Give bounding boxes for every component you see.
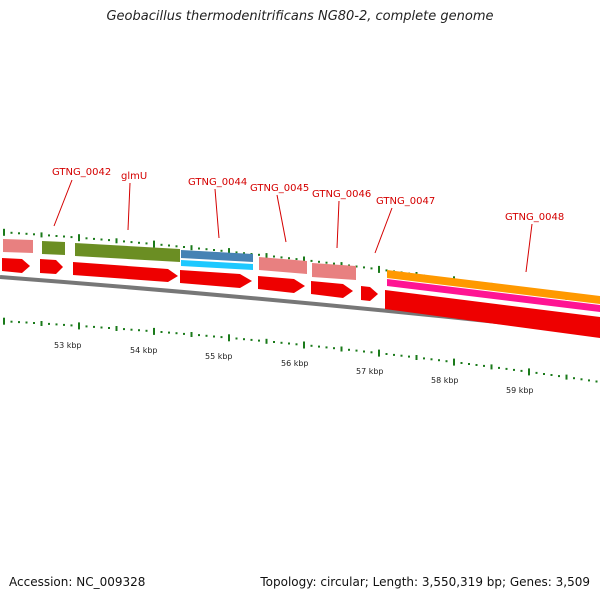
feature-bar-lightblue [181, 260, 253, 270]
scale-labels: 53 kbp 54 kbp 55 kbp 56 kbp 57 kbp 58 kb… [54, 341, 534, 395]
cds-track [2, 258, 600, 338]
leader-line [374, 207, 393, 254]
gene-label-gtng-0045: GTNG_0045 [250, 183, 309, 194]
scale-label-57kbp: 57 kbp [356, 367, 384, 376]
inner-tick-ring [3, 317, 598, 383]
gene-labels: GTNG_0042 glmU GTNG_0044 GTNG_0045 GTNG_… [52, 167, 564, 223]
leader-line [525, 223, 533, 273]
leader-line [53, 179, 73, 227]
cds-arrow [311, 281, 353, 298]
cds-arrow [258, 276, 305, 293]
feature-bar-pseudo [259, 257, 307, 274]
gene-label-glmu: glmU [121, 171, 147, 182]
scale-label-54kbp: 54 kbp [130, 346, 158, 355]
leader-line [276, 194, 287, 243]
gene-label-gtng-0044: GTNG_0044 [188, 177, 247, 188]
feature-bar-steelblue [181, 250, 253, 262]
scale-label-53kbp: 53 kbp [54, 341, 82, 350]
scale-label-55kbp: 55 kbp [205, 352, 233, 361]
leader-line [214, 188, 220, 239]
label-leaders [53, 179, 533, 273]
leader-line [127, 182, 131, 231]
leader-line [336, 200, 340, 249]
cds-arrow [73, 262, 178, 282]
feature-bar-magenta [387, 279, 600, 312]
feature-bar-glmu [75, 243, 180, 262]
scale-label-56kbp: 56 kbp [281, 359, 309, 368]
gene-label-gtng-0047: GTNG_0047 [376, 196, 435, 207]
scale-label-59kbp: 59 kbp [506, 386, 534, 395]
accession-text: Accession: NC_009328 [9, 575, 146, 589]
cds-arrow [2, 258, 30, 273]
feature-bar-pseudo [3, 239, 33, 253]
gene-label-gtng-0048: GTNG_0048 [505, 212, 564, 223]
feature-bar-olive [42, 241, 65, 255]
feature-bar-pseudo [312, 263, 356, 280]
feature-bar-orange [387, 270, 600, 304]
cds-bar-long [385, 290, 600, 338]
gene-label-gtng-0046: GTNG_0046 [312, 189, 371, 200]
gene-label-gtng-0042: GTNG_0042 [52, 167, 111, 178]
cds-arrow [180, 270, 252, 288]
scale-label-58kbp: 58 kbp [431, 376, 459, 385]
topology-text: Topology: circular; Length: 3,550,319 bp… [260, 575, 590, 589]
map-title: Geobacillus thermodenitrificans NG80-2, … [106, 9, 494, 24]
cds-arrow [40, 259, 63, 274]
feature-track-upper [3, 239, 600, 312]
cds-arrow [361, 286, 378, 301]
